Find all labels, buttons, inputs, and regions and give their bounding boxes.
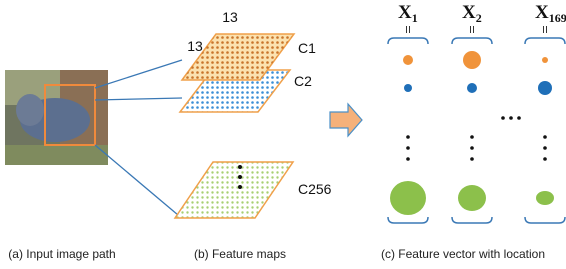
- vertical-dot: [406, 157, 410, 161]
- arrow: [330, 104, 362, 136]
- caption: (c) Feature vector with location: [381, 247, 545, 261]
- vector-symbol: X: [398, 2, 412, 23]
- ellipsis: [501, 116, 521, 120]
- green-dot: [458, 185, 486, 211]
- bracket: [388, 217, 428, 223]
- orange-dot: [463, 51, 481, 69]
- caption: (b) Feature maps: [194, 247, 286, 261]
- vertical-dot: [543, 146, 547, 150]
- vertical-dot: [543, 157, 547, 161]
- green-dot: [390, 181, 426, 215]
- connector-lines: [95, 60, 182, 215]
- vertical-dot: [543, 135, 547, 139]
- blue-dot: [404, 84, 412, 92]
- bracket: [452, 217, 492, 223]
- bracket: [388, 38, 428, 44]
- feature-map-c256: [175, 162, 293, 218]
- blue-dot: [467, 83, 477, 93]
- layer-label: C2: [294, 73, 312, 89]
- vector-index: 169: [549, 11, 566, 25]
- bracket: [525, 38, 565, 44]
- vector-label: X169: [535, 2, 566, 25]
- layer-label: C256: [298, 181, 332, 197]
- input-image: [5, 70, 108, 165]
- vector-label: X2: [462, 2, 482, 25]
- orange-dot: [542, 57, 548, 63]
- bracket: [525, 217, 565, 223]
- caption: (a) Input image path: [8, 247, 115, 261]
- width-label: 13: [222, 9, 238, 25]
- vector-symbol: X: [462, 2, 476, 23]
- bracket: [452, 38, 492, 44]
- vertical-dot: [470, 135, 474, 139]
- vector-label: X1: [398, 2, 418, 25]
- diagram: 13 13 C1 C2 C256 X1X2X169 (a) Input imag…: [0, 0, 566, 269]
- blue-dot: [538, 81, 552, 95]
- layer-label: C1: [298, 40, 316, 56]
- vertical-dot: [406, 135, 410, 139]
- green-dot: [536, 191, 554, 205]
- height-label: 13: [187, 38, 203, 54]
- vertical-dot: [470, 146, 474, 150]
- orange-dot: [403, 55, 413, 65]
- vertical-dot: [470, 157, 474, 161]
- vertical-dot: [406, 146, 410, 150]
- vector-symbol: X: [535, 2, 549, 23]
- vector-index: 2: [476, 11, 482, 25]
- vector-index: 1: [412, 11, 418, 25]
